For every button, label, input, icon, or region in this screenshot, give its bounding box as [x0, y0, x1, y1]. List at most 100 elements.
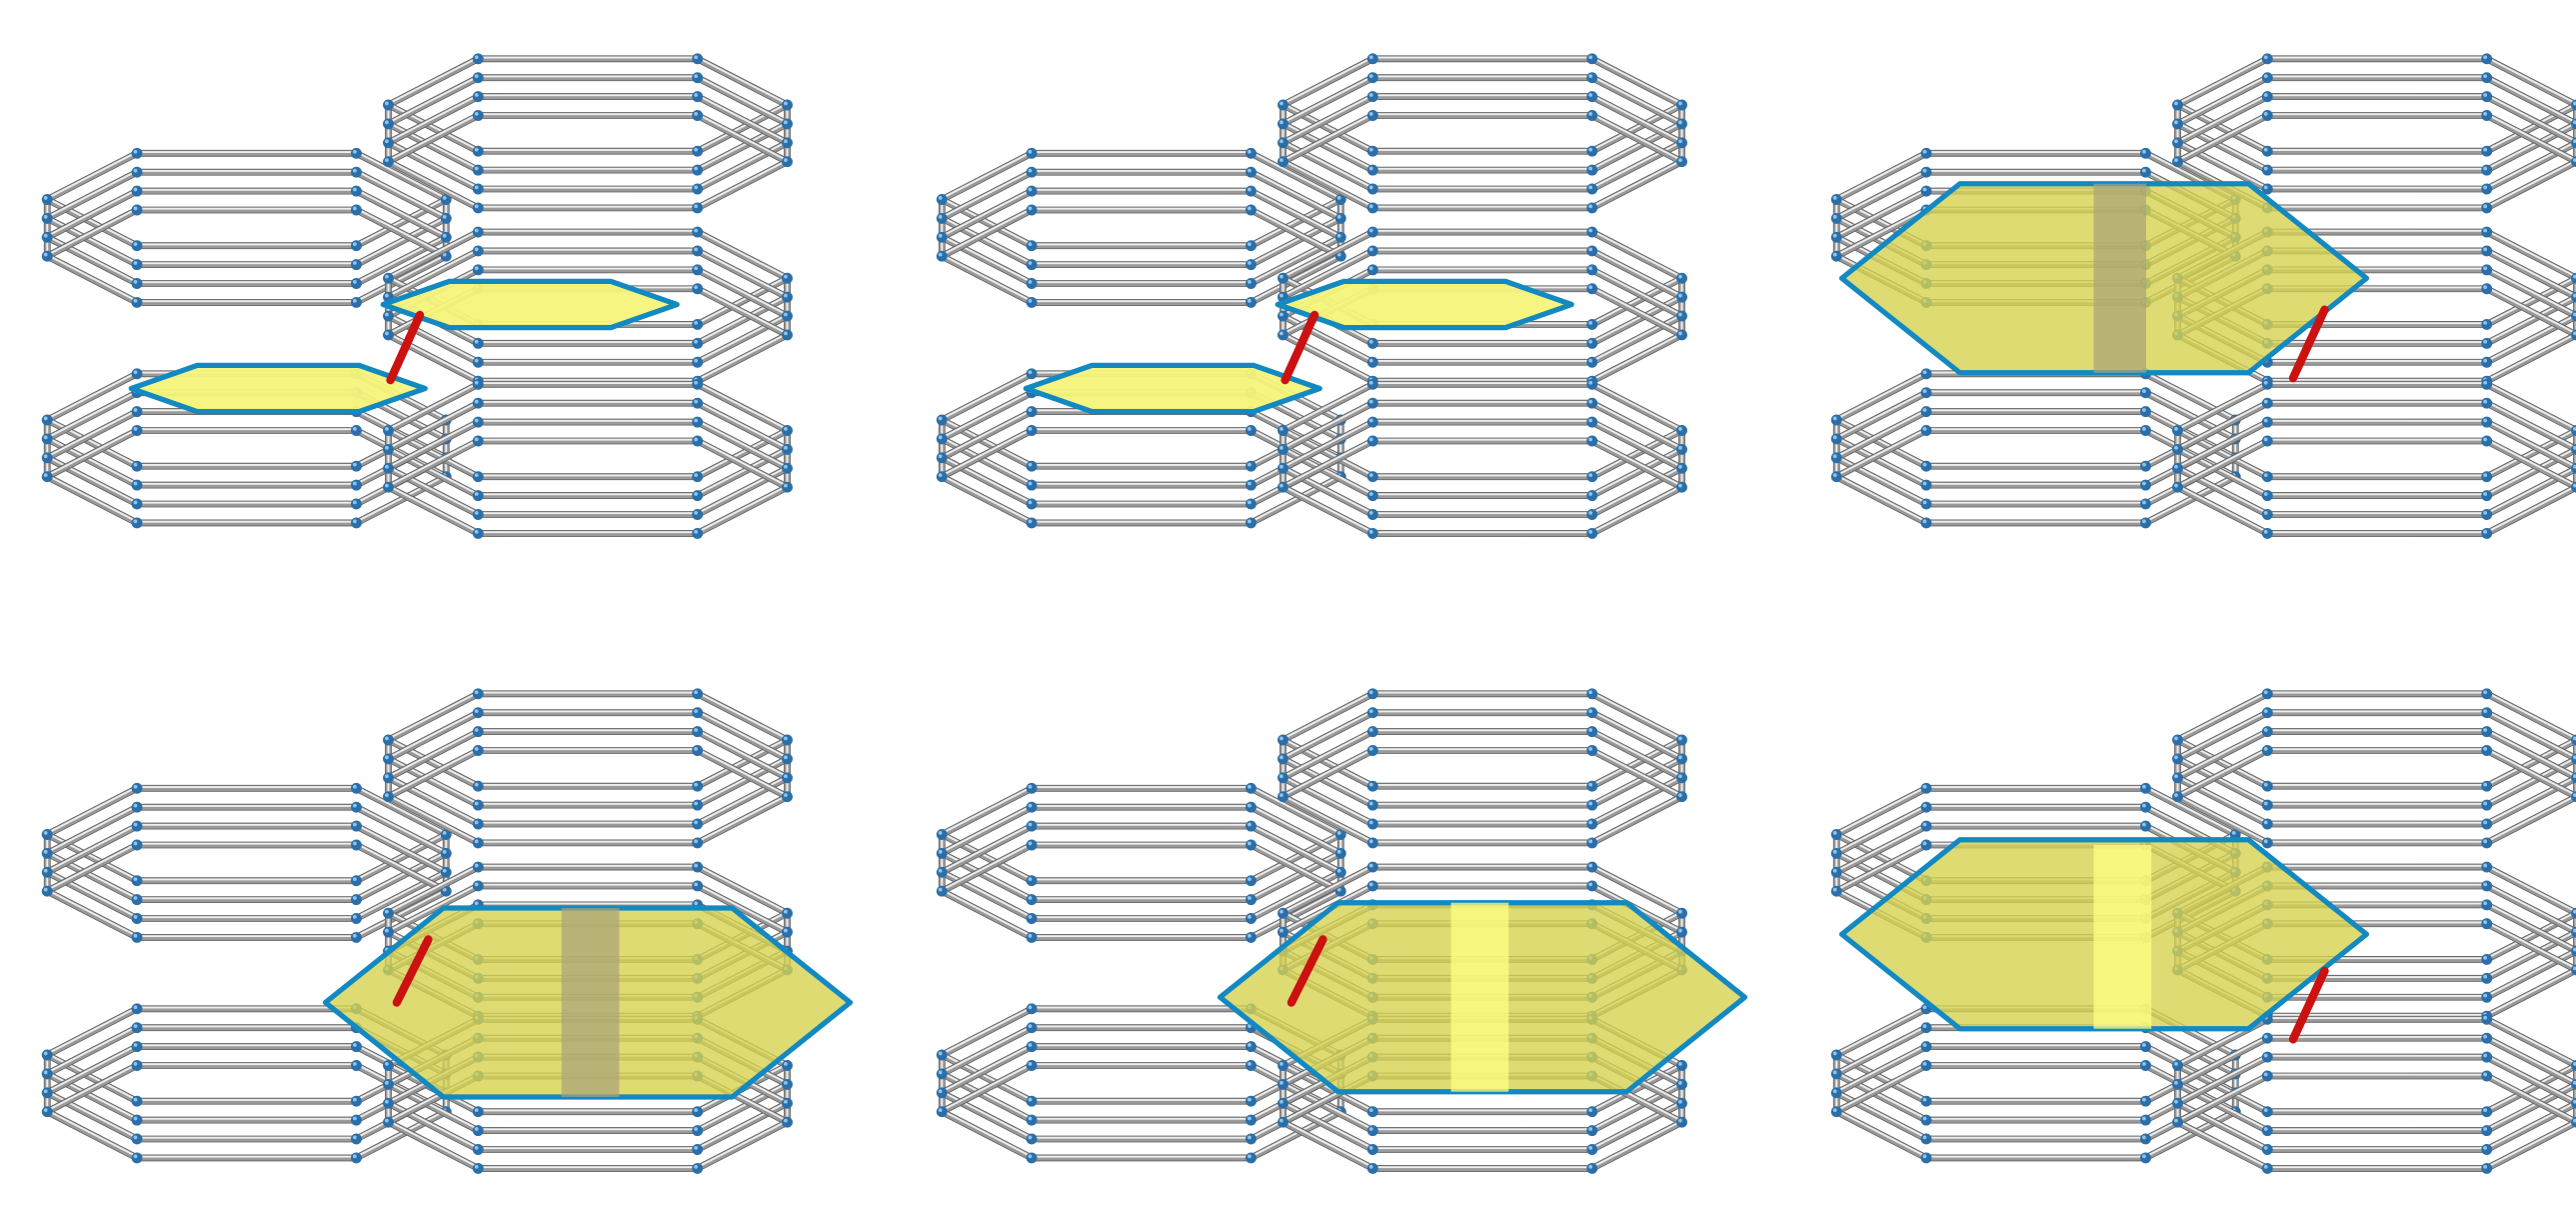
atom-node	[1278, 907, 1288, 919]
atom-node	[2140, 1152, 2151, 1164]
atom-node-shine	[2263, 728, 2268, 732]
atom-node-shine	[385, 793, 389, 798]
atom-node-shine	[1248, 877, 1252, 882]
atom-node-shine	[353, 1154, 357, 1159]
atom-node-shine	[1588, 1108, 1593, 1113]
atom-node-shine	[784, 120, 788, 125]
atom-node-shine	[938, 1070, 943, 1075]
ring-bond-highlight	[941, 786, 1033, 835]
ring-bond	[353, 823, 449, 875]
atom-node	[1246, 1041, 1257, 1053]
atom-node-shine	[1588, 882, 1593, 887]
ring-bond-highlight	[1282, 1063, 1374, 1112]
atom-node-shine	[133, 187, 138, 192]
ring-bond-highlight	[2485, 332, 2576, 381]
atom-node	[2261, 53, 2273, 65]
ring-bond-highlight	[2144, 371, 2237, 420]
atom-node	[2172, 753, 2183, 765]
ring-bond-highlight	[355, 197, 448, 246]
atom-node-shine	[1678, 736, 1682, 741]
cage-overlap	[2093, 183, 2146, 373]
atom-node	[2481, 91, 2493, 103]
lattice	[1830, 53, 2576, 539]
ring-bond-highlight	[1590, 691, 1683, 740]
atom-node-shine	[1336, 252, 1341, 257]
ring-bond-highlight	[387, 313, 480, 362]
atom-node	[1586, 245, 1598, 257]
ring-bond-highlight	[2485, 691, 2576, 740]
atom-node	[2481, 416, 2493, 428]
atom-node	[351, 425, 362, 436]
atom-node	[41, 885, 53, 897]
atom-node-shine	[474, 437, 479, 442]
ring-bond-highlight	[941, 1090, 1033, 1139]
atom-node	[1920, 1133, 1932, 1145]
ring-bond-highlight	[941, 823, 1033, 872]
atom-node	[351, 1133, 362, 1145]
ring-bond-highlight	[696, 691, 789, 740]
atom-node	[692, 799, 704, 811]
atom-node	[2140, 147, 2151, 159]
atom-node	[131, 1095, 143, 1107]
atom-node-shine	[1832, 252, 1837, 257]
ring-bond	[44, 427, 140, 480]
atom-node	[2140, 479, 2151, 491]
atom-node-shine	[133, 242, 138, 247]
atom-node	[2481, 509, 2493, 520]
atom-node	[1830, 1106, 1842, 1118]
ring-bond	[695, 112, 791, 165]
lattice	[936, 688, 1748, 1174]
atom-node-shine	[1248, 261, 1252, 265]
ring-bond	[939, 474, 1035, 526]
atom-node	[692, 1144, 704, 1155]
atom-node-shine	[2174, 1118, 2178, 1123]
ring-bond-highlight	[1835, 455, 1927, 504]
atom-node	[383, 926, 394, 938]
ring-bond-highlight	[387, 775, 480, 824]
atom-node-shine	[1368, 204, 1373, 209]
atom-node	[2481, 818, 2493, 830]
atom-node	[2261, 527, 2273, 539]
atom-node-shine	[2573, 445, 2576, 450]
cage-overlap	[1450, 902, 1509, 1092]
atom-node	[1246, 931, 1257, 943]
atom-node	[782, 272, 793, 284]
atom-node-shine	[1248, 803, 1252, 808]
atom-node	[2481, 745, 2493, 756]
atom-node-shine	[2483, 204, 2488, 209]
atom-node-shine	[1588, 473, 1593, 478]
atom-node	[936, 231, 948, 243]
atom-node-shine	[1588, 358, 1593, 363]
atom-node	[1586, 1106, 1598, 1118]
atom-node	[2261, 726, 2273, 738]
atom-node-shine	[1922, 370, 1927, 375]
highlighted-ring-lower	[1023, 362, 1322, 415]
atom-node	[1920, 782, 1932, 794]
atom-node	[1830, 471, 1842, 483]
atom-node	[472, 726, 484, 738]
ring-bond-highlight	[696, 113, 789, 162]
ring-bond-highlight	[2485, 1054, 2576, 1103]
ring-bond-highlight	[941, 1071, 1033, 1120]
atom-node	[472, 799, 484, 811]
atom-node-shine	[2483, 1015, 2488, 1020]
atom-node-shine	[1248, 784, 1252, 789]
atom-node	[692, 837, 704, 849]
atom-node-shine	[2483, 399, 2488, 404]
atom-node	[692, 397, 704, 409]
atom-node	[1676, 734, 1687, 746]
ring-bond	[385, 1119, 481, 1172]
atom-node-shine	[2231, 831, 2236, 835]
ring-bond-highlight	[1835, 1071, 1927, 1120]
atom-node	[1246, 1133, 1257, 1145]
atom-node-shine	[1678, 312, 1682, 317]
atom-node	[131, 368, 143, 380]
ring-bond-highlight	[1835, 786, 1927, 835]
atom-node-shine	[1832, 416, 1837, 421]
atom-node	[782, 462, 793, 474]
atom-node-shine	[694, 709, 699, 714]
ring-bond	[695, 484, 791, 537]
atom-node	[1586, 1162, 1598, 1174]
ring-bond	[1280, 381, 1375, 434]
ring-bond-highlight	[696, 447, 789, 496]
